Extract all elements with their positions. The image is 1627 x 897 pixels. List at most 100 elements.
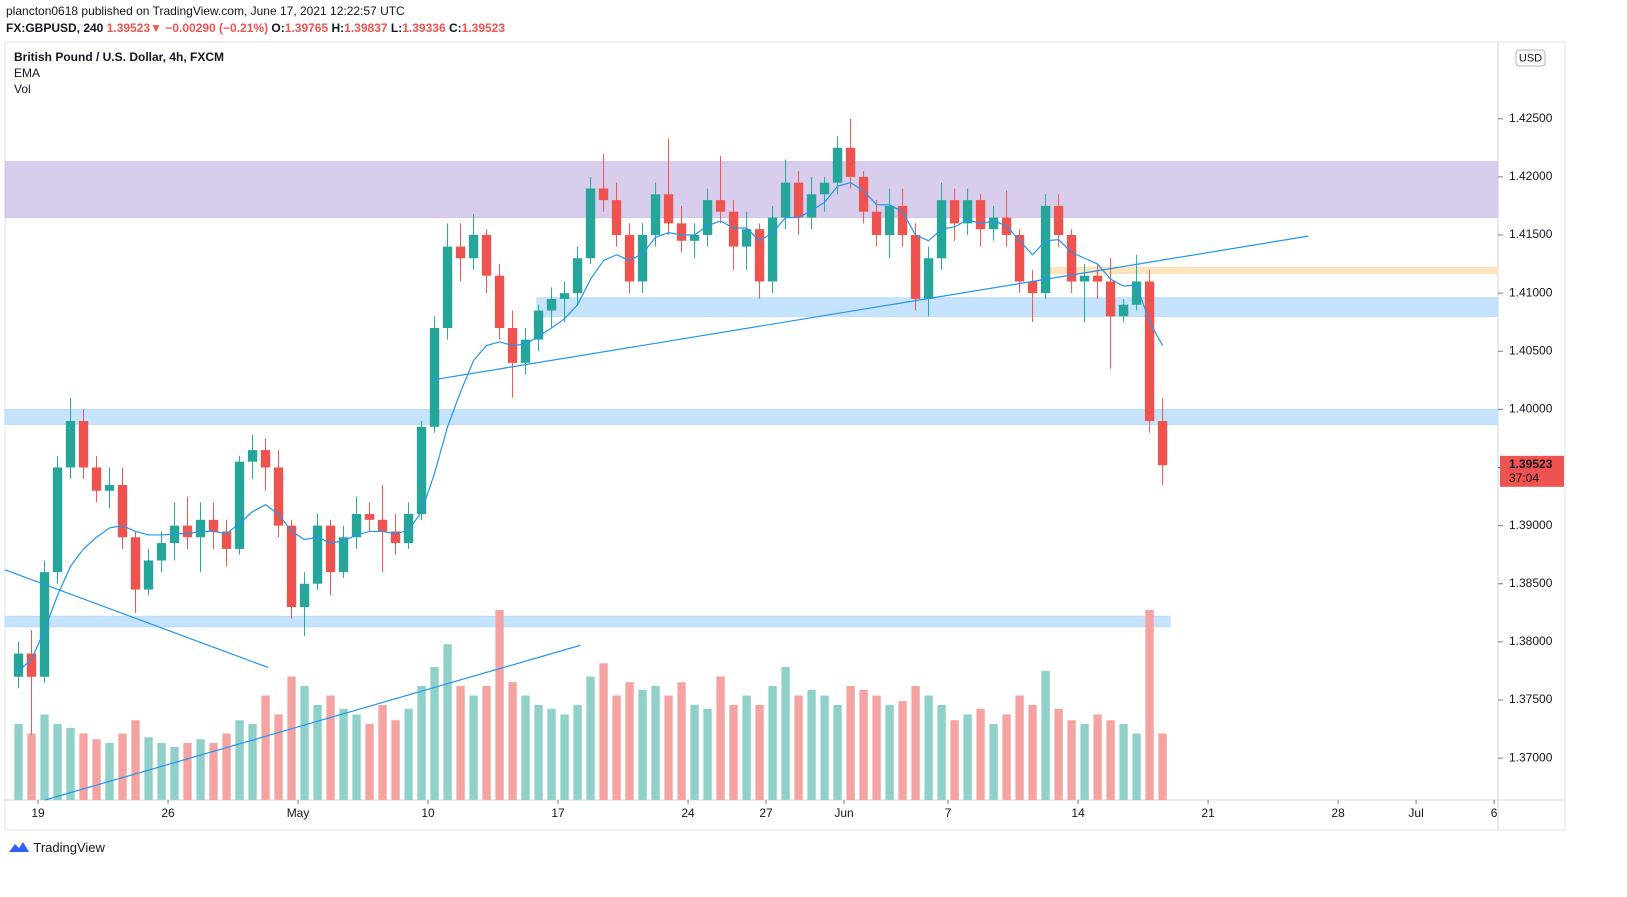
y-tick-label: 1.41000: [1509, 285, 1553, 299]
volume-bar: [196, 739, 205, 800]
candle-body: [1105, 281, 1116, 317]
candle-body: [689, 234, 700, 241]
candle-body: [871, 211, 882, 235]
volume-bar: [326, 695, 335, 800]
candle-body: [195, 519, 206, 538]
candle-body: [624, 234, 635, 282]
candle-body: [364, 514, 375, 520]
x-tick-label: Jun: [834, 806, 853, 820]
volume-bar: [547, 708, 556, 800]
volume-bar: [404, 708, 413, 800]
candle-body: [91, 467, 102, 491]
volume-bar: [1028, 705, 1037, 800]
volume-bar: [703, 708, 712, 800]
x-tick-label: 10: [421, 806, 435, 820]
volume-bar: [118, 733, 127, 800]
volume-bar: [261, 695, 270, 800]
volume-bar: [677, 682, 686, 800]
volume-bar: [482, 686, 491, 800]
indicator-label: EMA: [14, 66, 40, 80]
volume-bar: [469, 695, 478, 800]
chart-frame: [4, 41, 1566, 831]
candle-body: [533, 310, 544, 340]
candle-body: [221, 531, 232, 549]
candle-body: [949, 200, 960, 224]
volume-bar: [989, 724, 998, 800]
volume-bar: [209, 743, 218, 800]
candle-body: [962, 200, 973, 224]
candle-body: [676, 223, 687, 241]
candle-body: [845, 147, 856, 177]
candle-body: [325, 525, 336, 573]
candle-body: [572, 258, 583, 294]
chart-title: British Pound / U.S. Dollar, 4h, FXCM: [14, 50, 224, 64]
ohlc-high-label: H:: [331, 21, 345, 35]
volume-bar: [27, 733, 36, 800]
ohlc-open-label: O:: [271, 21, 285, 35]
volume-bar: [963, 714, 972, 800]
candle-body: [1079, 275, 1090, 282]
y-tick-label: 1.40500: [1509, 343, 1553, 357]
volume-bar: [534, 705, 543, 800]
volume-bar: [170, 746, 179, 800]
volume-bar: [690, 705, 699, 800]
candle-body: [442, 246, 453, 328]
candle-body: [1014, 234, 1025, 282]
candle-body: [715, 200, 726, 212]
currency-label: USD: [1519, 52, 1542, 64]
last-price-label: 1.39523: [1509, 457, 1553, 471]
x-tick-label: 21: [1201, 806, 1215, 820]
candle-body: [923, 258, 934, 299]
candle-body: [884, 205, 895, 235]
volume-bar: [456, 686, 465, 800]
volume-bar: [651, 686, 660, 800]
trend-line: [430, 235, 1309, 381]
candle-body: [858, 176, 869, 212]
volume-bar: [144, 737, 153, 800]
candle-body: [1118, 304, 1129, 317]
volume-bar: [1145, 610, 1154, 800]
volume-bar: [924, 695, 933, 800]
last-price-badge: [1500, 455, 1564, 487]
change-arrow: ▼: [150, 21, 162, 35]
volume-bar: [742, 695, 751, 800]
y-tick-label: 1.42000: [1509, 169, 1553, 183]
candle-body: [1157, 421, 1168, 466]
candle-body: [663, 194, 674, 224]
volume-bar: [352, 714, 361, 800]
candle-body: [78, 421, 89, 468]
volume-bar: [1015, 695, 1024, 800]
y-tick-label: 1.41500: [1509, 227, 1553, 241]
candle-body: [1092, 275, 1103, 282]
y-tick-label: 1.38000: [1509, 634, 1553, 648]
candle-body: [481, 234, 492, 276]
volume-bar: [300, 686, 309, 800]
candle-body: [585, 188, 596, 259]
volume-bar: [586, 676, 595, 800]
candle-body: [429, 327, 440, 427]
volume-bar: [1080, 724, 1089, 800]
candle-body: [832, 147, 843, 183]
ohlc-low-label: L:: [390, 21, 403, 35]
byline: plancton0618 published on TradingView.co…: [6, 4, 405, 18]
candle-body: [351, 514, 362, 538]
volume-bar: [274, 714, 283, 800]
candle-body: [598, 188, 609, 201]
candle-body: [208, 519, 219, 532]
zone: [4, 408, 1499, 425]
currency-badge[interactable]: [1515, 49, 1546, 67]
y-tick-label: 1.38500: [1509, 576, 1553, 590]
volume-bar: [79, 733, 88, 800]
candle-body: [793, 182, 804, 218]
volume-bar: [872, 695, 881, 800]
footer-brand: TradingView: [33, 840, 105, 855]
logo-icon: [9, 842, 29, 852]
volume-bar: [417, 686, 426, 800]
volume-bar: [157, 743, 166, 800]
candle-body: [39, 572, 50, 677]
candle-body: [1131, 281, 1142, 305]
ohlc-close-label: C:: [448, 21, 462, 35]
zone: [4, 615, 1171, 628]
